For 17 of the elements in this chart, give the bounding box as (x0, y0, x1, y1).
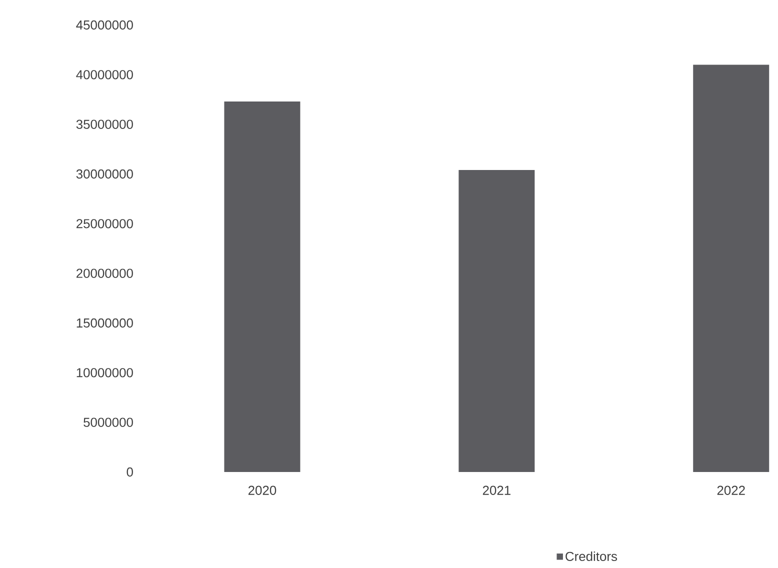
y-tick-label: 15000000 (76, 318, 133, 328)
x-tick-label: 2021 (482, 486, 510, 495)
legend-label: Creditors (566, 551, 618, 561)
y-tick-label: 40000000 (76, 70, 133, 80)
y-tick-label: 20000000 (76, 268, 133, 278)
y-tick-label: 30000000 (76, 169, 133, 179)
bar (224, 101, 300, 472)
bar (458, 170, 535, 472)
y-tick-label: 0 (126, 467, 133, 477)
bar (693, 64, 770, 472)
y-tick-label: 35000000 (76, 120, 133, 129)
y-tick-label: 45000000 (76, 20, 133, 30)
x-tick-label: 2020 (248, 486, 276, 495)
y-tick-label: 25000000 (76, 219, 133, 228)
y-tick-label: 10000000 (76, 368, 133, 378)
y-tick-label: 5000000 (84, 418, 133, 427)
x-tick-label: 2022 (717, 486, 745, 495)
